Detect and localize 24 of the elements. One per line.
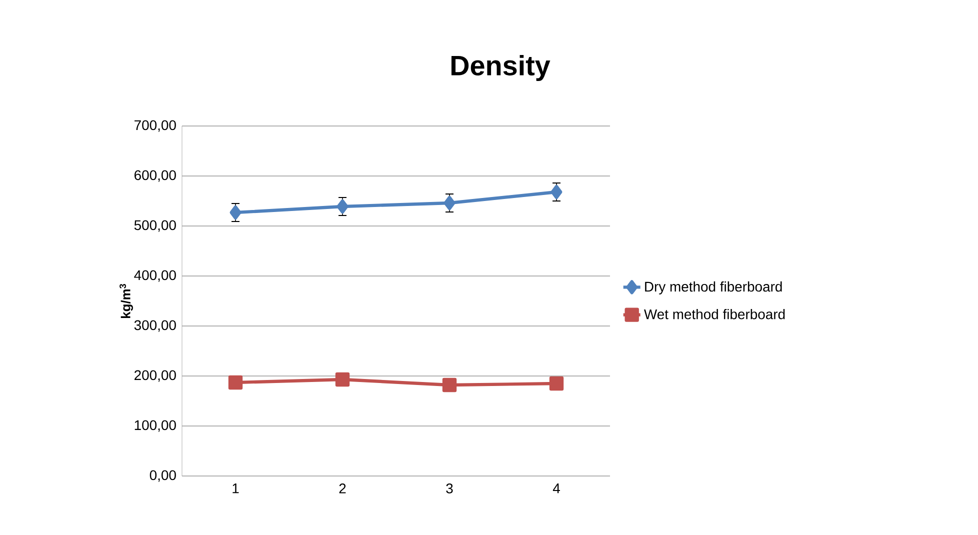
y-tick-label: 100,00 <box>134 420 176 432</box>
y-tick-label: 200,00 <box>134 370 176 382</box>
point <box>230 205 242 220</box>
x-tick-label: 3 <box>446 484 453 494</box>
y-tick-label: 300,00 <box>134 320 176 332</box>
y-tick-label: 0,00 <box>150 470 176 482</box>
legend-label: Dry method fiberboard <box>645 281 782 294</box>
y-tick-label: 400,00 <box>134 270 176 282</box>
y-axis-title: kg/m$^{3}$ <box>120 284 133 318</box>
x-tick-label: 1 <box>232 484 239 494</box>
y-tick-label: 700,00 <box>134 120 176 132</box>
y-tick-label: 500,00 <box>134 220 176 232</box>
legend-label: Wet method fiberboard <box>644 308 785 320</box>
point <box>550 184 562 200</box>
chart-title: Density <box>451 55 550 81</box>
point <box>335 372 350 387</box>
point <box>444 196 456 210</box>
x-tick-label: 2 <box>339 484 346 494</box>
x-tick-label: 4 <box>552 484 560 494</box>
point <box>549 376 564 391</box>
point <box>228 375 243 390</box>
point <box>336 199 348 214</box>
point <box>442 378 457 392</box>
y-tick-label: 600,00 <box>134 170 176 182</box>
